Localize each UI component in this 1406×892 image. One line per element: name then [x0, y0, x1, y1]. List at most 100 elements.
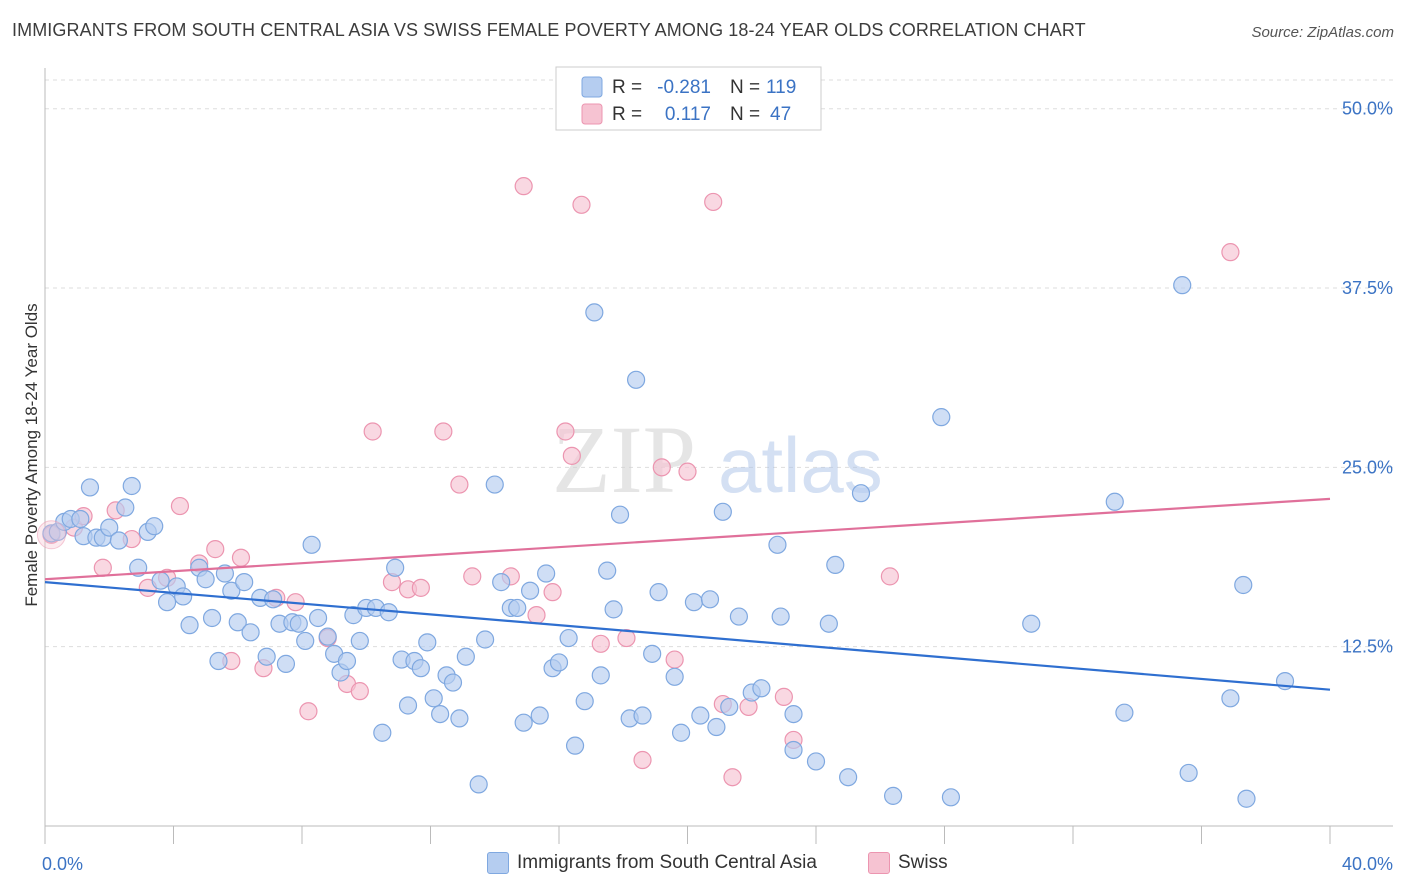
point-immigrants	[691, 706, 710, 725]
point-immigrants	[145, 517, 164, 536]
legend-n-value-2: 47	[770, 104, 791, 125]
point-immigrants	[713, 502, 732, 521]
point-immigrants	[337, 651, 357, 671]
point-immigrants	[665, 667, 684, 686]
legend-r-value-1: -0.281	[657, 77, 711, 98]
point-immigrants	[784, 704, 803, 724]
point-immigrants	[202, 608, 222, 628]
point-immigrants	[1022, 614, 1041, 633]
point-immigrants	[671, 723, 691, 742]
point-immigrants	[851, 484, 871, 503]
chart-source: Source: ZipAtlas.com	[1251, 24, 1394, 41]
point-immigrants	[302, 535, 321, 554]
point-immigrants	[530, 706, 549, 725]
point-immigrants	[684, 593, 704, 612]
point-immigrants	[209, 651, 228, 671]
point-immigrants	[129, 558, 148, 577]
point-immigrants	[585, 303, 604, 322]
tick-labels: 12.5% 25.0% 37.5% 50.0% 0.0% 40.0%	[42, 99, 1393, 874]
point-immigrants	[643, 644, 662, 663]
point-immigrants	[720, 697, 739, 717]
point-immigrants	[318, 627, 337, 646]
point-immigrants	[289, 614, 308, 633]
point-immigrants	[575, 692, 594, 711]
point-immigrants	[707, 717, 726, 737]
y-axis-title: Female Poverty Among 18-24 Year Olds	[22, 303, 41, 606]
legend-swatch-blue	[581, 76, 603, 98]
point-immigrants	[591, 666, 610, 685]
point-immigrants	[308, 608, 328, 628]
legend-r-label-2: R =	[612, 104, 642, 125]
point-immigrants	[174, 587, 193, 606]
point-immigrants	[649, 583, 668, 602]
point-swiss	[527, 606, 546, 625]
point-immigrants	[520, 581, 540, 600]
point-immigrants	[100, 518, 119, 537]
bottom-legend-label-immigrants: Immigrants from South Central Asia	[517, 852, 817, 873]
point-immigrants	[559, 628, 578, 648]
point-immigrants	[424, 689, 443, 708]
bottom-legend-item-swiss: Swiss	[868, 852, 948, 874]
point-swiss	[652, 458, 671, 477]
point-swiss	[93, 558, 112, 577]
point-immigrants	[122, 476, 141, 496]
point-immigrants	[806, 752, 826, 771]
point-swiss	[704, 192, 723, 212]
point-swiss	[434, 422, 453, 441]
point-immigrants	[373, 723, 392, 742]
point-immigrants	[508, 598, 527, 618]
point-immigrants	[941, 788, 961, 807]
y-tick-label: 50.0%	[1342, 99, 1393, 119]
point-swiss	[1221, 243, 1240, 262]
point-immigrants	[1173, 276, 1192, 295]
bottom-legend-swatch-pink	[868, 852, 890, 874]
point-immigrants	[492, 573, 511, 592]
point-swiss	[774, 687, 793, 706]
point-immigrants	[604, 600, 623, 619]
point-swiss	[350, 682, 369, 701]
trend-lines	[44, 497, 1331, 691]
point-immigrants	[296, 631, 315, 651]
point-immigrants	[633, 706, 652, 725]
point-swiss	[556, 422, 575, 441]
point-swiss	[633, 750, 652, 770]
point-immigrants	[883, 786, 903, 805]
point-immigrants	[411, 659, 430, 678]
bottom-legend-label-swiss: Swiss	[898, 852, 948, 873]
point-immigrants	[276, 654, 296, 673]
point-immigrants	[485, 475, 504, 494]
point-swiss	[299, 702, 318, 721]
point-immigrants	[476, 630, 495, 649]
trend-line-immigrants	[44, 581, 1331, 691]
point-immigrants	[151, 571, 170, 590]
point-immigrants	[729, 607, 749, 626]
point-immigrants	[109, 531, 128, 550]
point-immigrants	[771, 607, 790, 626]
point-immigrants	[180, 616, 199, 635]
x-tick-label-end: 40.0%	[1342, 854, 1393, 874]
point-immigrants	[350, 631, 369, 651]
x-tick-label-start: 0.0%	[42, 854, 83, 874]
legend-r-value-2: 0.117	[665, 104, 711, 125]
point-immigrants	[826, 555, 845, 575]
point-immigrants	[450, 709, 469, 728]
point-swiss	[678, 462, 697, 481]
point-immigrants	[1221, 689, 1240, 708]
point-immigrants	[752, 679, 771, 698]
point-swiss	[206, 540, 225, 559]
data-points	[36, 177, 1295, 808]
point-immigrants	[839, 768, 858, 787]
point-immigrants	[80, 478, 100, 497]
point-immigrants	[228, 613, 247, 632]
point-immigrants	[157, 593, 177, 612]
point-immigrants	[768, 535, 787, 554]
zipatlas-watermark: ZIP atlas	[552, 406, 883, 513]
point-immigrants	[116, 498, 135, 517]
legend-n-label-1: N =	[730, 77, 760, 98]
point-immigrants	[784, 740, 803, 760]
point-swiss	[411, 578, 430, 597]
point-swiss	[450, 475, 469, 494]
legend-swatch-pink	[581, 103, 603, 125]
point-immigrants	[819, 614, 838, 633]
